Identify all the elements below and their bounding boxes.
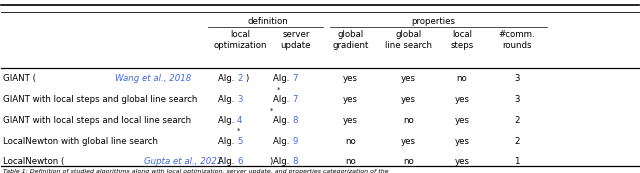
Text: Alg.: Alg.	[273, 116, 292, 125]
Text: Gupta et al., 2021: Gupta et al., 2021	[144, 157, 222, 166]
Text: no: no	[403, 116, 413, 125]
Text: Alg.: Alg.	[218, 74, 237, 83]
Text: yes: yes	[401, 137, 415, 146]
Text: *: *	[237, 128, 241, 134]
Text: 6: 6	[237, 157, 243, 166]
Text: 4: 4	[237, 116, 243, 125]
Text: Table 1: Definition of studied algorithms along with local optimization, server : Table 1: Definition of studied algorithm…	[3, 169, 389, 173]
Text: *: *	[270, 108, 273, 114]
Text: 3: 3	[237, 95, 243, 104]
Text: local
steps: local steps	[450, 30, 474, 50]
Text: 2: 2	[237, 74, 243, 83]
Text: 2: 2	[514, 116, 520, 125]
Text: Alg.: Alg.	[218, 137, 237, 146]
Text: GIANT with local steps and local line search: GIANT with local steps and local line se…	[3, 116, 191, 125]
Text: Alg.: Alg.	[273, 74, 292, 83]
Text: Wang et al., 2018: Wang et al., 2018	[115, 74, 191, 83]
Text: 9: 9	[292, 137, 298, 146]
Text: yes: yes	[401, 74, 415, 83]
Text: GIANT with local steps and global line search: GIANT with local steps and global line s…	[3, 95, 198, 104]
Text: 3: 3	[514, 95, 520, 104]
Text: no: no	[403, 157, 413, 166]
Text: 8: 8	[292, 157, 298, 166]
Text: server
update: server update	[280, 30, 311, 50]
Text: yes: yes	[343, 116, 358, 125]
Text: Alg.: Alg.	[273, 137, 292, 146]
Text: yes: yes	[454, 157, 469, 166]
Text: Alg.: Alg.	[273, 157, 292, 166]
Text: no: no	[345, 137, 356, 146]
Text: 1: 1	[514, 157, 520, 166]
Text: Alg.: Alg.	[218, 116, 237, 125]
Text: 8: 8	[292, 116, 298, 125]
Text: yes: yes	[454, 116, 469, 125]
Text: ): )	[269, 157, 273, 166]
Text: local
optimization: local optimization	[213, 30, 267, 50]
Text: Alg.: Alg.	[273, 95, 292, 104]
Text: 5: 5	[237, 137, 243, 146]
Text: LocalNewton (: LocalNewton (	[3, 157, 65, 166]
Text: yes: yes	[343, 95, 358, 104]
Text: yes: yes	[343, 74, 358, 83]
Text: ): )	[246, 74, 249, 83]
Text: no: no	[345, 157, 356, 166]
Text: definition: definition	[248, 17, 289, 26]
Text: global
line search: global line search	[385, 30, 431, 50]
Text: #comm.
rounds: #comm. rounds	[499, 30, 535, 50]
Text: 3: 3	[514, 74, 520, 83]
Text: no: no	[456, 74, 467, 83]
Text: global
gradient: global gradient	[332, 30, 369, 50]
Text: 7: 7	[292, 95, 298, 104]
Text: 7: 7	[292, 74, 298, 83]
Text: *: *	[276, 86, 280, 92]
Text: GIANT (: GIANT (	[3, 74, 36, 83]
Text: properties: properties	[412, 17, 456, 26]
Text: 2: 2	[514, 137, 520, 146]
Text: Alg.: Alg.	[218, 157, 237, 166]
Text: Alg.: Alg.	[218, 95, 237, 104]
Text: yes: yes	[454, 95, 469, 104]
Text: yes: yes	[401, 95, 415, 104]
Text: yes: yes	[454, 137, 469, 146]
Text: LocalNewton with global line search: LocalNewton with global line search	[3, 137, 158, 146]
